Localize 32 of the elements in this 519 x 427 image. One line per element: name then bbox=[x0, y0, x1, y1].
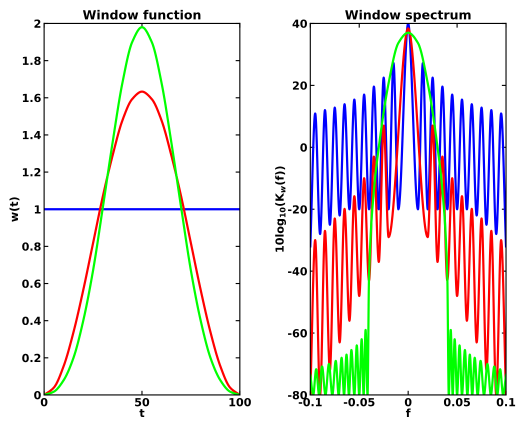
y-tick-label: -20 bbox=[288, 205, 307, 214]
y-axis-title: 10log$_{10}$(K$_{w}$(f)) bbox=[275, 166, 286, 252]
x-tick-label: 50 bbox=[135, 398, 150, 406]
y-tick-label: 20 bbox=[292, 81, 307, 90]
x-tick-label: 0.05 bbox=[444, 398, 470, 406]
x-tick-label: -0.05 bbox=[344, 398, 374, 406]
y-tick-label: 0 bbox=[34, 390, 41, 400]
x-tick-label: -0.1 bbox=[298, 398, 322, 406]
x-tick-label: 0.1 bbox=[496, 398, 516, 406]
y-tick-label: 0 bbox=[300, 143, 307, 152]
y-tick-label: 1 bbox=[34, 205, 41, 214]
y-tick-label: 0.2 bbox=[22, 354, 40, 362]
y-tick-label: 0.4 bbox=[22, 316, 41, 326]
y-tick-label: 0.8 bbox=[22, 242, 41, 251]
y-tick-label: 1.6 bbox=[22, 94, 41, 102]
y-tick-label: -40 bbox=[288, 267, 307, 276]
chart-title: Window spectrum bbox=[345, 10, 471, 22]
x-axis-title: f bbox=[406, 408, 411, 417]
y-tick-label: 2 bbox=[34, 19, 40, 28]
y-tick-label: 1.4 bbox=[22, 131, 41, 140]
y-tick-label: 0.6 bbox=[22, 280, 41, 288]
y-tick-label: 1.2 bbox=[22, 168, 40, 176]
x-tick-label: 0 bbox=[40, 398, 48, 406]
y-tick-label: -60 bbox=[288, 329, 307, 338]
x-tick-label: 100 bbox=[229, 398, 251, 406]
chart-title: Window function bbox=[82, 10, 200, 20]
y-tick-label: 1.8 bbox=[22, 56, 41, 66]
y-tick-label: 40 bbox=[292, 19, 307, 28]
y-axis-title: w(t) bbox=[10, 197, 20, 222]
x-tick-label: 0 bbox=[404, 398, 412, 406]
y-tick-label: -80 bbox=[288, 390, 307, 400]
x-axis-title: t bbox=[139, 409, 144, 417]
